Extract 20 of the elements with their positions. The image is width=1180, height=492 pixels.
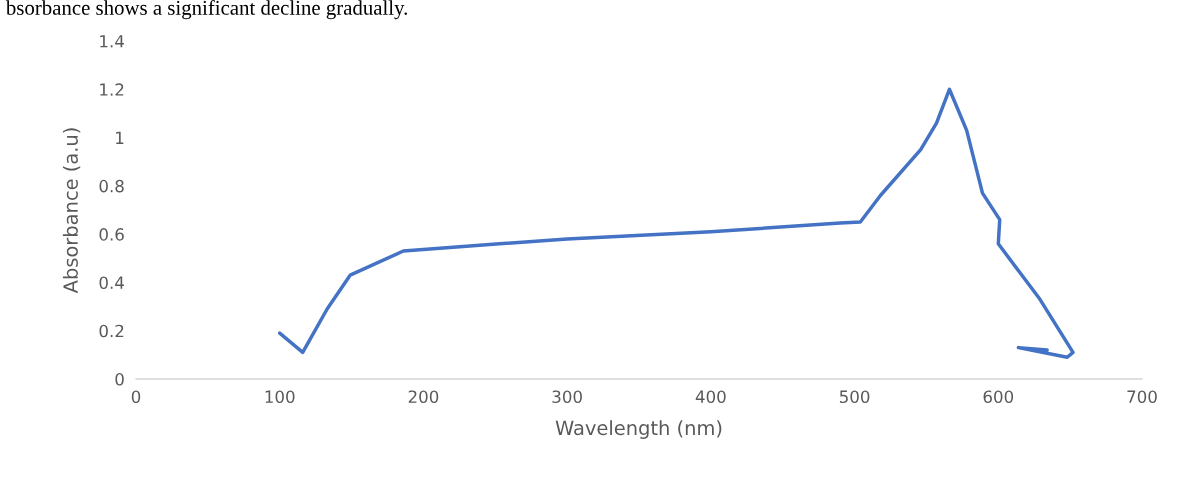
y-tick-label: 1	[116, 131, 124, 144]
y-tick-label: 1.4	[100, 35, 124, 48]
x-tick-label: 500	[839, 390, 870, 404]
x-axis-title: Wavelength (nm)	[555, 420, 722, 439]
y-axis-title: Absorbance (a.u)	[62, 128, 81, 294]
text: bsorbance shows a significant decline gradually.	[5, 0, 407, 20]
y-tick-label: 0.2	[99, 324, 124, 338]
x-tick-label: 700	[1127, 390, 1157, 404]
y-tick-label: 0.4	[99, 276, 124, 289]
y-tick-label: 1.2	[100, 83, 124, 96]
y-tick-label: 0	[115, 372, 124, 386]
x-tick-label: 100	[265, 390, 295, 404]
line-series	[277, 87, 1075, 360]
x-tick-label: 300	[552, 390, 582, 404]
x-tick-label: 400	[695, 390, 726, 404]
y-tick-label: 0.8	[99, 179, 124, 193]
y-tick-label: 0.6	[99, 228, 124, 241]
x-tick-label: 200	[408, 390, 439, 404]
x-tick-label: 600	[983, 390, 1014, 404]
x-tick-label: 0	[131, 390, 141, 404]
